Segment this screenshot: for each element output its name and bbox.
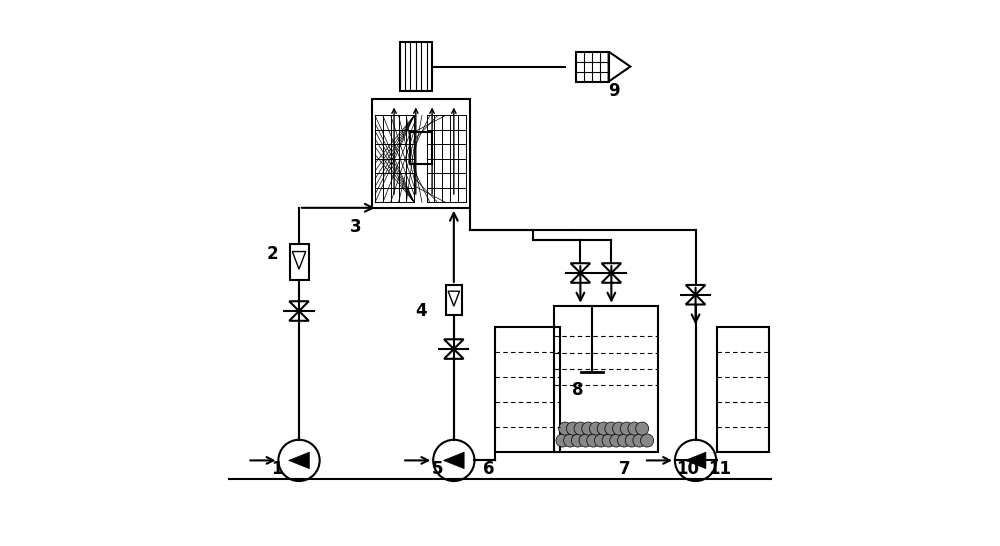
Text: 7: 7 [619,460,631,478]
Circle shape [633,434,646,447]
Text: 2: 2 [267,245,279,263]
Bar [495,327,560,452]
Circle shape [602,434,615,447]
Bar [290,245,309,280]
Polygon shape [289,452,309,468]
Text: 6: 6 [483,460,495,478]
Text: 11: 11 [709,460,732,478]
Circle shape [625,434,638,447]
Circle shape [620,422,633,435]
Circle shape [574,422,587,435]
Circle shape [641,434,654,447]
Circle shape [566,422,579,435]
Polygon shape [685,452,706,468]
Circle shape [610,434,623,447]
Text: 8: 8 [572,381,583,399]
Text: 10: 10 [676,460,699,478]
Circle shape [628,422,641,435]
Text: 1: 1 [272,460,283,478]
Circle shape [579,434,592,447]
Text: 5: 5 [432,460,443,478]
Circle shape [589,422,602,435]
Polygon shape [444,452,464,468]
Circle shape [587,434,600,447]
Circle shape [559,422,572,435]
Text: 3: 3 [350,218,362,236]
Circle shape [618,434,631,447]
Bar [372,99,470,208]
Bar [446,285,462,315]
Circle shape [594,434,607,447]
Bar [576,52,609,81]
Circle shape [613,422,626,435]
Circle shape [636,422,649,435]
Bar [554,306,658,452]
Circle shape [556,434,569,447]
Bar [717,327,769,452]
Circle shape [605,422,618,435]
Circle shape [597,422,610,435]
Text: 4: 4 [415,302,427,320]
Circle shape [582,422,595,435]
Bar [400,42,432,91]
Bar [410,132,432,164]
Circle shape [564,434,577,447]
Text: 9: 9 [608,82,620,100]
Circle shape [571,434,584,447]
